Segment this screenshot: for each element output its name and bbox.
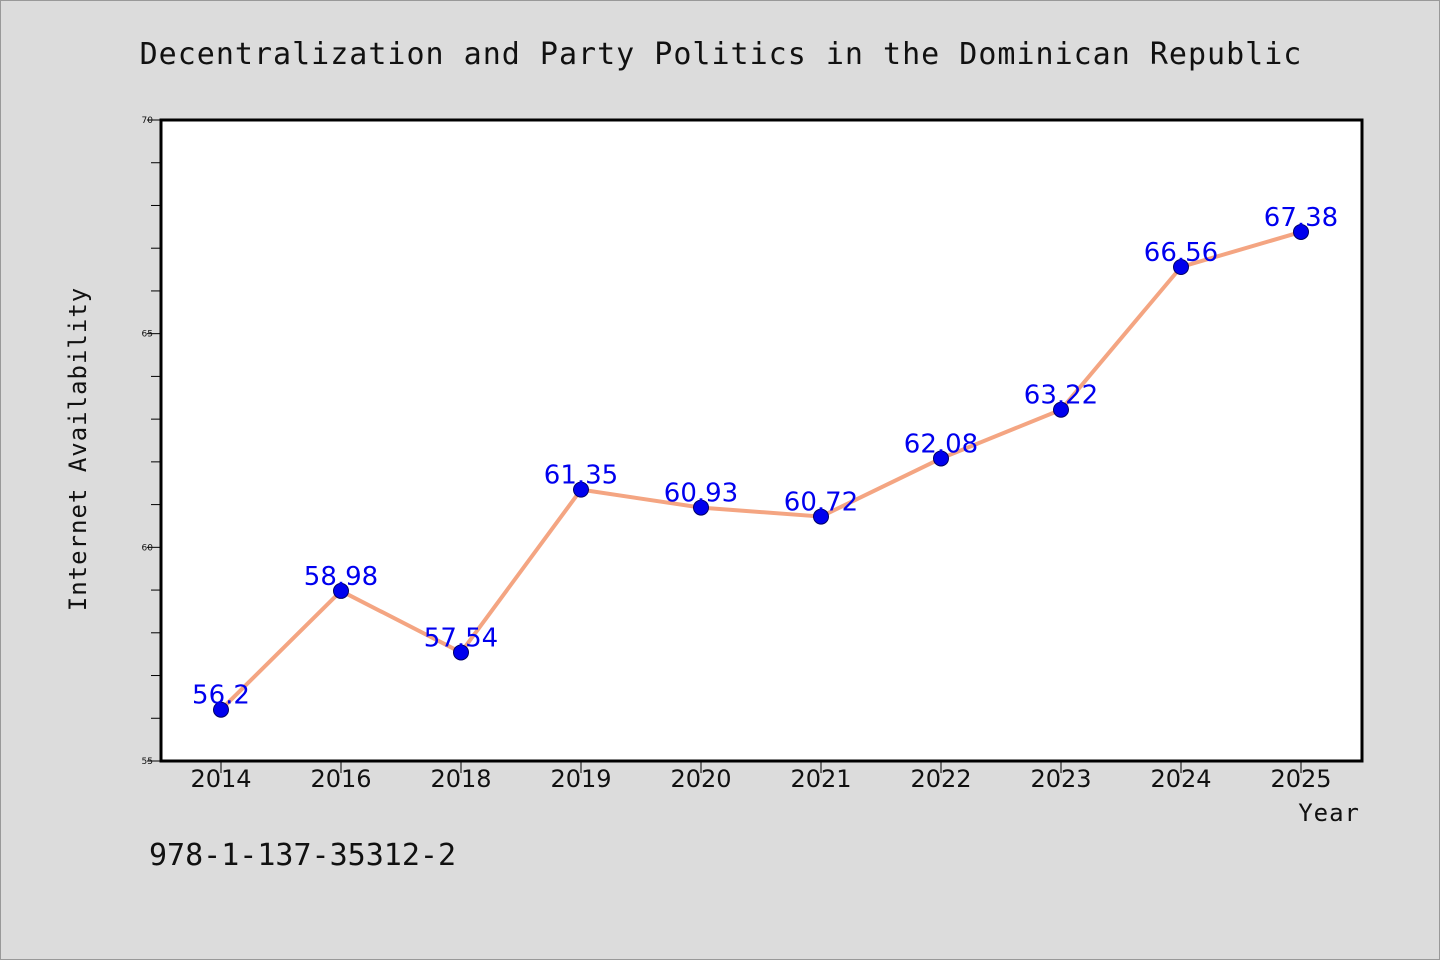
data-label: 60.93 — [664, 479, 738, 509]
x-tick-label: 2020 — [670, 765, 731, 793]
x-tick-label: 2021 — [790, 765, 851, 793]
data-label: 61.35 — [544, 461, 618, 491]
data-labels: 56.2 58.98 57.54 61.35 60.93 60.72 62.08 63.22 6… — [192, 203, 1338, 711]
chart-title: Decentralization and Party Politics in t… — [140, 37, 1303, 72]
data-label: 63.22 — [1024, 381, 1098, 411]
x-axis-label: Year — [1298, 799, 1360, 827]
data-point — [1053, 401, 1069, 418]
data-point — [213, 701, 229, 718]
data-label: 58.98 — [304, 562, 378, 592]
data-point — [813, 508, 829, 525]
data-point — [453, 644, 469, 661]
series-line — [219, 229, 1303, 712]
data-point — [1173, 259, 1189, 276]
y-axis-label: Internet Availability — [64, 287, 92, 611]
data-markers — [213, 223, 1309, 718]
data-point — [573, 481, 589, 498]
data-label: 57.54 — [424, 623, 498, 653]
x-tick-label: 2022 — [910, 765, 971, 793]
x-tick-label: 2016 — [310, 765, 371, 793]
x-tick-label: 2018 — [430, 765, 491, 793]
y-axis: 55 60 65 70 — [142, 116, 161, 767]
y-tick-label: 60 — [142, 543, 154, 553]
data-point — [693, 499, 709, 516]
x-tick-label: 2019 — [550, 765, 611, 793]
x-tick-label: 2025 — [1270, 765, 1331, 793]
y-tick-label: 70 — [142, 116, 154, 126]
data-label: 66.56 — [1144, 238, 1218, 268]
data-point — [333, 582, 349, 599]
y-tick-label: 55 — [142, 757, 153, 767]
x-axis: 2014 2016 2018 2019 2020 2021 2022 2023 2024 2025 — [190, 761, 1332, 793]
data-label: 62.08 — [904, 429, 978, 459]
footnote-isbn: 978-1-137-35312-2 — [149, 838, 456, 873]
x-tick-label: 2023 — [1030, 765, 1091, 793]
data-point — [1293, 223, 1309, 240]
x-tick-label: 2014 — [190, 765, 251, 793]
data-label: 67.38 — [1264, 203, 1338, 233]
plot-area — [161, 120, 1362, 761]
data-point — [933, 450, 949, 467]
plot-frame — [159, 118, 1364, 763]
data-label: 56.2 — [192, 681, 250, 711]
data-label: 60.72 — [784, 488, 858, 518]
y-tick-label: 65 — [142, 330, 153, 340]
x-tick-label: 2024 — [1150, 765, 1211, 793]
